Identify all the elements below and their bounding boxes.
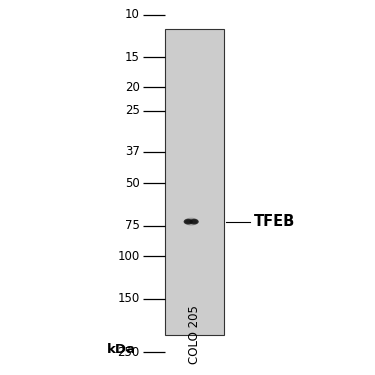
- Text: 75: 75: [125, 219, 140, 232]
- Text: 10: 10: [125, 8, 140, 21]
- Ellipse shape: [184, 219, 193, 225]
- Text: TFEB: TFEB: [254, 214, 295, 229]
- Text: kDa: kDa: [107, 343, 136, 356]
- Text: COLO 205: COLO 205: [188, 305, 201, 364]
- Ellipse shape: [189, 219, 199, 225]
- Ellipse shape: [191, 220, 197, 224]
- Text: 150: 150: [117, 292, 140, 305]
- Text: 20: 20: [125, 81, 140, 94]
- Text: 250: 250: [117, 346, 140, 358]
- Bar: [165, 30, 224, 334]
- Text: 50: 50: [125, 177, 140, 190]
- Text: 100: 100: [117, 250, 140, 262]
- Text: 15: 15: [125, 51, 140, 64]
- Text: 25: 25: [125, 104, 140, 117]
- Text: 37: 37: [125, 146, 140, 158]
- Ellipse shape: [185, 220, 192, 224]
- Ellipse shape: [184, 217, 198, 225]
